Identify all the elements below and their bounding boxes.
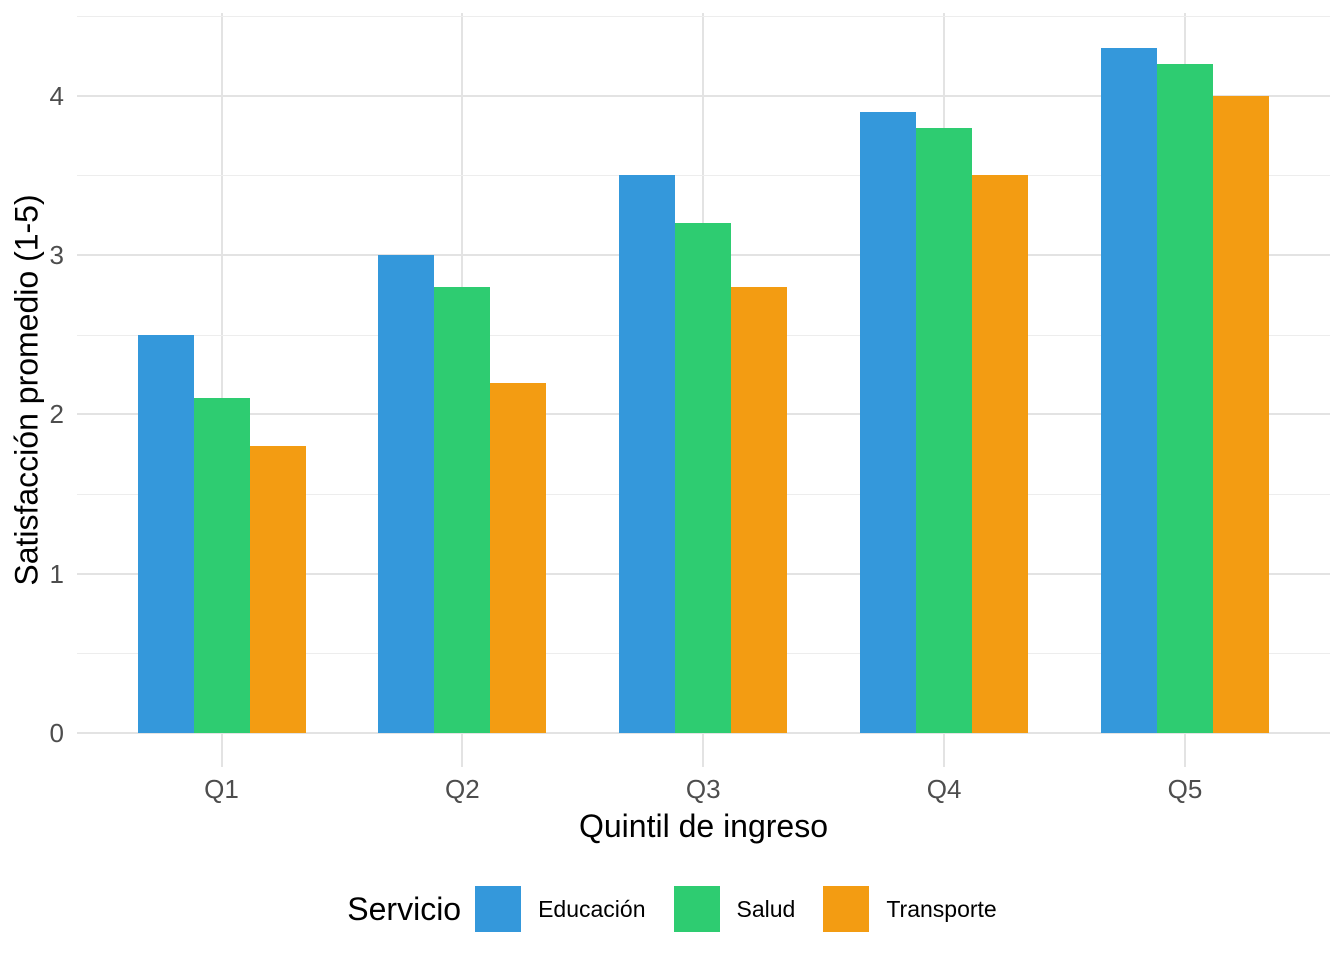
legend-item-educacion: Educación <box>475 886 646 932</box>
plot-panel <box>77 13 1330 767</box>
legend-item-transporte: Transporte <box>823 886 997 932</box>
y-tick-label-2: 2 <box>49 399 64 430</box>
y-tick-label-0: 0 <box>49 718 64 748</box>
bar-transporte-q5 <box>1213 96 1269 733</box>
bar-salud-q2 <box>434 287 491 733</box>
bar-salud-q5 <box>1157 64 1213 733</box>
bar-salud-q1 <box>193 398 250 733</box>
legend-key-salud <box>673 886 720 932</box>
bar-salud-q3 <box>675 223 732 733</box>
x-tick-label-q3: Q3 <box>685 774 721 804</box>
bar-transporte-q4 <box>972 175 1029 733</box>
legend-label-educacion: Educación <box>538 895 646 922</box>
bar-educacion-q5 <box>1101 48 1157 733</box>
y-tick-label-3: 3 <box>49 240 64 271</box>
legend-item-salud: Salud <box>673 886 796 932</box>
legend-key-educacion <box>475 886 522 932</box>
gridline-major-y-0 <box>77 732 1330 734</box>
bar-educacion-q4 <box>860 112 917 733</box>
gridline-minor-y-3.5 <box>77 175 1330 177</box>
legend-label-salud: Salud <box>736 895 796 922</box>
y-axis-title: Satisfacción promedio (1-5) <box>8 194 45 586</box>
x-tick-label-q1: Q1 <box>204 774 239 804</box>
y-tick-label-4: 4 <box>49 80 64 111</box>
legend: Servicio Educación Salud Transporte <box>0 881 1344 937</box>
bar-educacion-q2 <box>378 255 435 733</box>
gridline-vertical-q1 <box>220 13 223 767</box>
bar-educacion-q3 <box>619 175 676 733</box>
x-axis-title: Quintil de ingreso <box>578 808 829 844</box>
gridline-major-y-4 <box>77 94 1330 97</box>
legend-label-transporte: Transporte <box>886 895 997 922</box>
bar-transporte-q3 <box>731 287 788 733</box>
x-tick-label-q2: Q2 <box>445 774 480 804</box>
bar-transporte-q1 <box>249 446 306 733</box>
y-tick-label-1: 1 <box>49 558 64 589</box>
legend-title: Servicio <box>347 890 462 927</box>
x-tick-label-q4: Q4 <box>926 774 962 804</box>
legend-key-transporte <box>823 886 870 932</box>
bar-salud-q4 <box>916 128 973 733</box>
bar-educacion-q1 <box>137 335 194 733</box>
x-tick-label-q5: Q5 <box>1167 774 1203 804</box>
gridline-minor-y-4.5 <box>77 16 1330 18</box>
bar-transporte-q2 <box>490 383 547 733</box>
